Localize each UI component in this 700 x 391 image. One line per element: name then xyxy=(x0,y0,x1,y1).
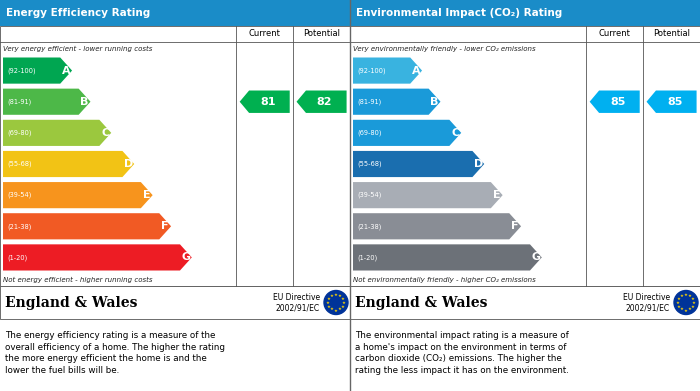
Bar xyxy=(0,26,350,286)
Text: G: G xyxy=(181,253,190,262)
Bar xyxy=(0,286,350,319)
Text: (81-91): (81-91) xyxy=(7,99,31,105)
Text: ★: ★ xyxy=(677,305,681,308)
Text: ★: ★ xyxy=(334,292,338,296)
Text: ★: ★ xyxy=(341,296,345,301)
Bar xyxy=(350,286,700,319)
Polygon shape xyxy=(353,57,422,84)
Text: (1-20): (1-20) xyxy=(357,254,377,261)
Text: 81: 81 xyxy=(260,97,275,107)
Text: ★: ★ xyxy=(688,307,692,311)
Text: (55-68): (55-68) xyxy=(7,161,31,167)
Text: ★: ★ xyxy=(680,294,684,298)
Text: B: B xyxy=(80,97,89,107)
Polygon shape xyxy=(353,120,461,146)
Polygon shape xyxy=(647,90,696,113)
Text: 82: 82 xyxy=(317,97,332,107)
Text: ★: ★ xyxy=(691,296,695,301)
Text: ★: ★ xyxy=(677,296,681,301)
Text: ★: ★ xyxy=(684,292,688,296)
Text: ★: ★ xyxy=(680,307,684,311)
Polygon shape xyxy=(3,151,134,177)
Text: C: C xyxy=(102,128,109,138)
Text: Not energy efficient - higher running costs: Not energy efficient - higher running co… xyxy=(3,276,153,283)
Text: Environmental Impact (CO₂) Rating: Environmental Impact (CO₂) Rating xyxy=(356,8,562,18)
Polygon shape xyxy=(3,182,153,208)
Text: ★: ★ xyxy=(341,305,345,308)
Text: G: G xyxy=(531,253,540,262)
Polygon shape xyxy=(353,182,503,208)
Text: Potential: Potential xyxy=(303,29,340,38)
Text: EU Directive
2002/91/EC: EU Directive 2002/91/EC xyxy=(623,293,670,312)
Text: Very energy efficient - lower running costs: Very energy efficient - lower running co… xyxy=(3,45,153,52)
Text: EU Directive
2002/91/EC: EU Directive 2002/91/EC xyxy=(273,293,320,312)
Circle shape xyxy=(324,291,348,314)
Text: ★: ★ xyxy=(327,305,331,308)
Text: ★: ★ xyxy=(330,307,334,311)
Text: C: C xyxy=(452,128,459,138)
Polygon shape xyxy=(3,120,111,146)
Text: 85: 85 xyxy=(667,97,682,107)
Polygon shape xyxy=(353,213,521,239)
Text: (21-38): (21-38) xyxy=(357,223,382,230)
Text: (55-68): (55-68) xyxy=(357,161,382,167)
Text: (69-80): (69-80) xyxy=(357,129,382,136)
Text: The energy efficiency rating is a measure of the
overall efficiency of a home. T: The energy efficiency rating is a measur… xyxy=(5,331,225,375)
Text: Not environmentally friendly - higher CO₂ emissions: Not environmentally friendly - higher CO… xyxy=(353,276,536,283)
Text: England & Wales: England & Wales xyxy=(5,296,137,310)
Text: E: E xyxy=(493,190,500,200)
Polygon shape xyxy=(239,90,290,113)
Text: ★: ★ xyxy=(692,301,696,305)
Polygon shape xyxy=(3,244,192,271)
Text: (39-54): (39-54) xyxy=(7,192,31,198)
Polygon shape xyxy=(353,89,440,115)
Text: ★: ★ xyxy=(688,294,692,298)
Text: Very environmentally friendly - lower CO₂ emissions: Very environmentally friendly - lower CO… xyxy=(353,45,536,52)
Polygon shape xyxy=(589,90,640,113)
Bar xyxy=(350,0,700,26)
Bar xyxy=(350,26,700,286)
Polygon shape xyxy=(297,90,346,113)
Text: ★: ★ xyxy=(334,308,338,312)
Polygon shape xyxy=(3,57,72,84)
Text: The environmental impact rating is a measure of
a home's impact on the environme: The environmental impact rating is a mea… xyxy=(355,331,569,375)
Polygon shape xyxy=(3,89,90,115)
Text: ★: ★ xyxy=(684,308,688,312)
Text: England & Wales: England & Wales xyxy=(355,296,487,310)
Text: F: F xyxy=(162,221,169,231)
Text: D: D xyxy=(474,159,483,169)
Text: F: F xyxy=(512,221,519,231)
Polygon shape xyxy=(353,244,542,271)
Text: ★: ★ xyxy=(338,307,342,311)
Text: (92-100): (92-100) xyxy=(357,67,386,74)
Text: Current: Current xyxy=(598,29,631,38)
Bar xyxy=(0,0,350,26)
Text: Current: Current xyxy=(248,29,281,38)
Text: Potential: Potential xyxy=(653,29,690,38)
Text: (92-100): (92-100) xyxy=(7,67,36,74)
Text: (1-20): (1-20) xyxy=(7,254,27,261)
Polygon shape xyxy=(3,213,171,239)
Circle shape xyxy=(674,291,698,314)
Text: ★: ★ xyxy=(691,305,695,308)
Text: ★: ★ xyxy=(330,294,334,298)
Text: ★: ★ xyxy=(342,301,346,305)
Text: E: E xyxy=(143,190,150,200)
Text: D: D xyxy=(124,159,133,169)
Text: ★: ★ xyxy=(327,296,331,301)
Text: ★: ★ xyxy=(326,301,330,305)
Text: (69-80): (69-80) xyxy=(7,129,31,136)
Text: A: A xyxy=(62,66,71,75)
Text: (81-91): (81-91) xyxy=(357,99,382,105)
Polygon shape xyxy=(353,151,484,177)
Text: Energy Efficiency Rating: Energy Efficiency Rating xyxy=(6,8,150,18)
Text: (21-38): (21-38) xyxy=(7,223,31,230)
Text: B: B xyxy=(430,97,439,107)
Text: A: A xyxy=(412,66,421,75)
Text: ★: ★ xyxy=(338,294,342,298)
Text: ★: ★ xyxy=(676,301,680,305)
Text: (39-54): (39-54) xyxy=(357,192,382,198)
Text: 85: 85 xyxy=(610,97,625,107)
